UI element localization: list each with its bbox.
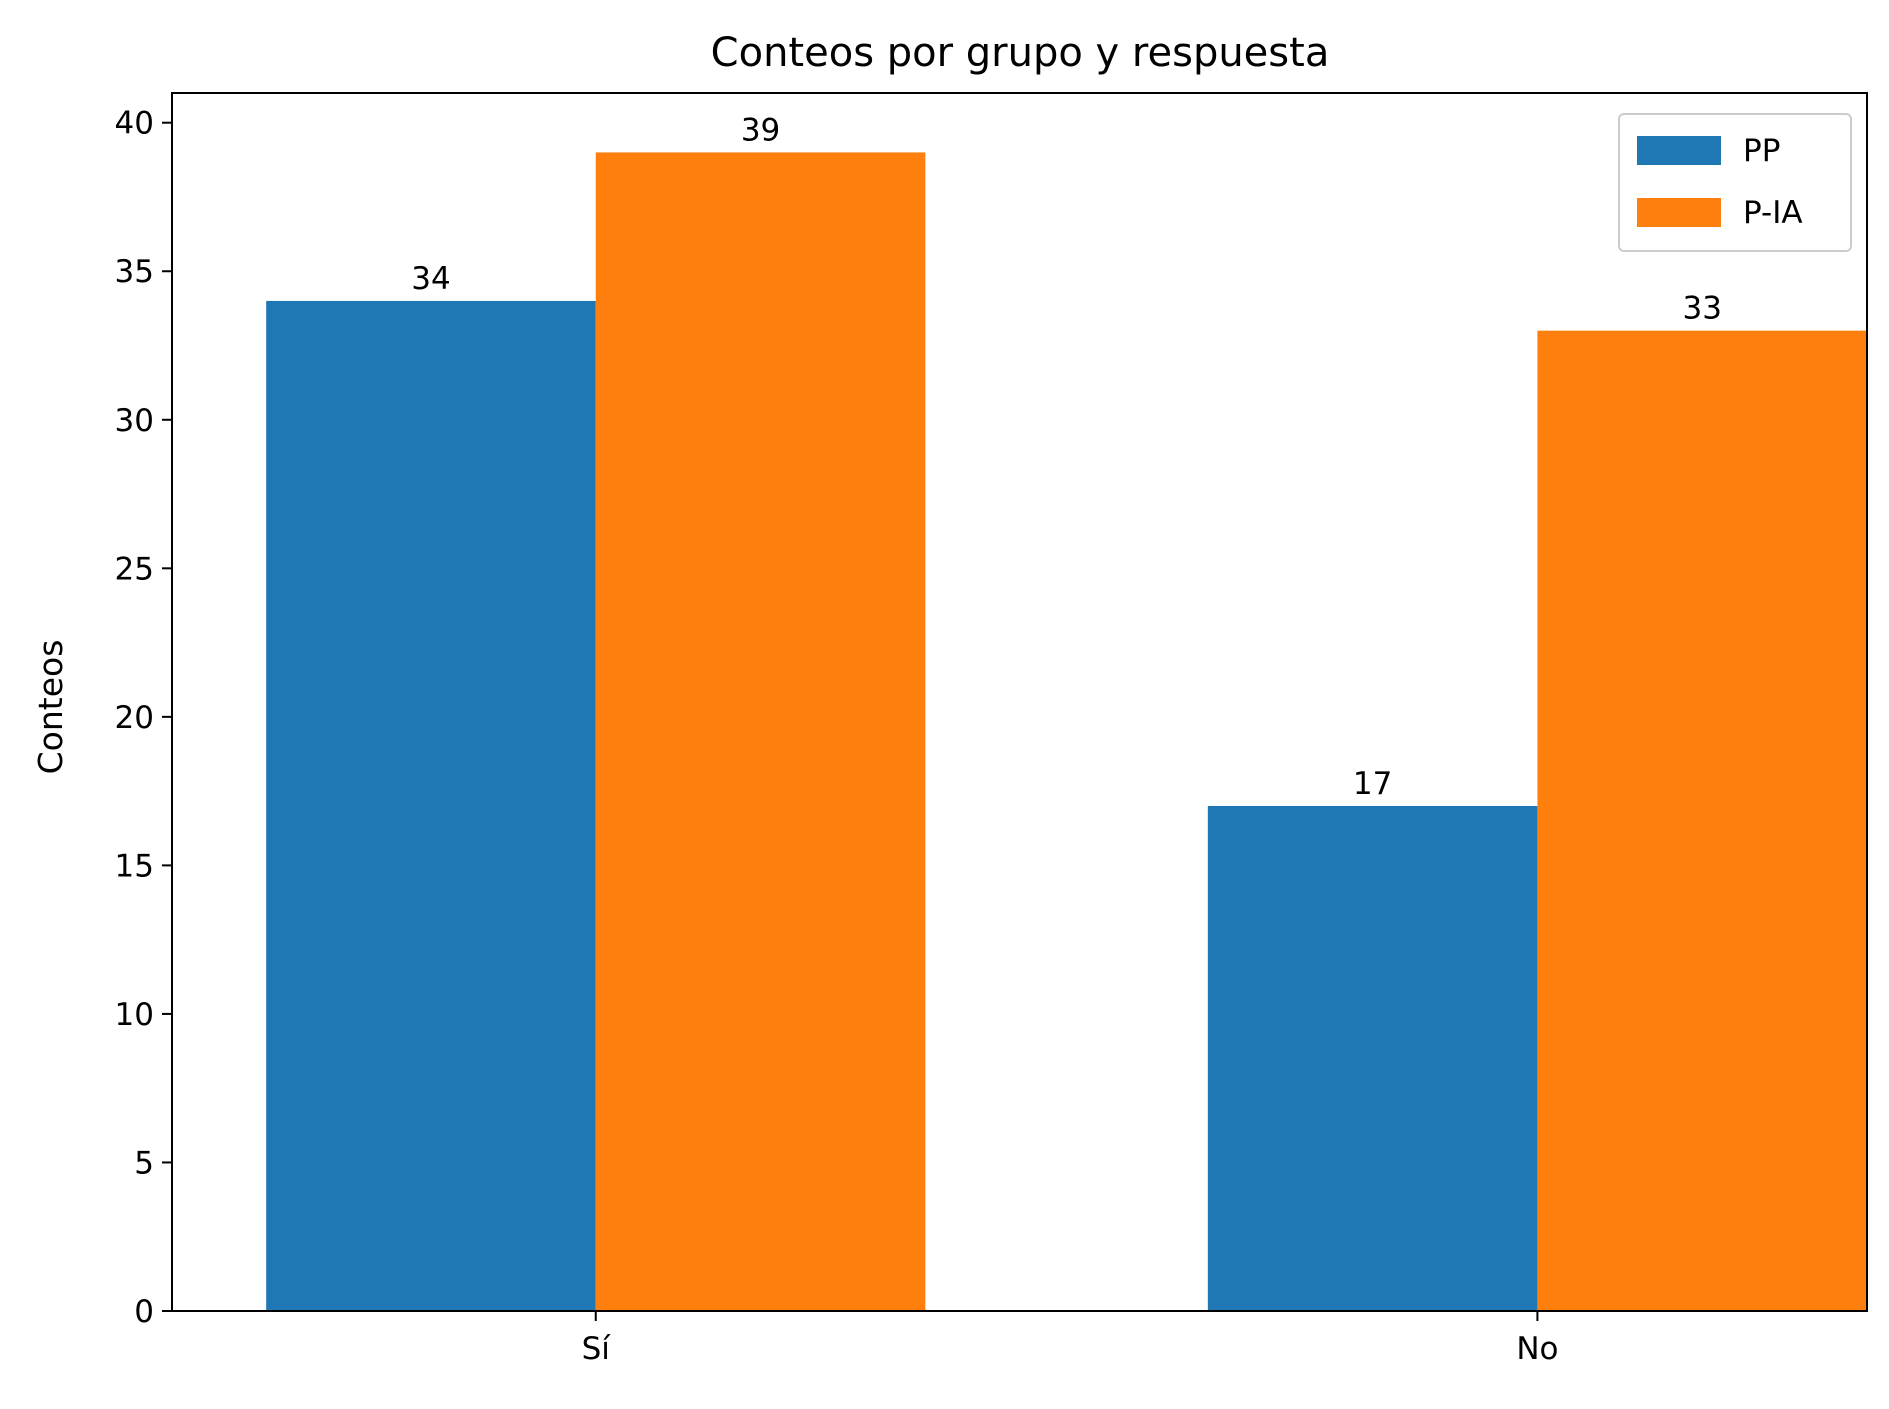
bar-value-label: 33 xyxy=(1682,291,1721,327)
y-tick-label: 15 xyxy=(115,848,154,884)
legend-label-p-ia: P-IA xyxy=(1743,195,1803,231)
x-tick-label: Sí xyxy=(582,1331,612,1367)
x-tick-label: No xyxy=(1516,1331,1558,1367)
y-tick-label: 10 xyxy=(115,997,154,1033)
legend-box xyxy=(1618,113,1852,252)
y-tick-label: 5 xyxy=(134,1145,154,1181)
axes-frame xyxy=(171,92,1868,1312)
y-tick-label: 0 xyxy=(134,1294,154,1330)
legend-swatch-p-ia xyxy=(1637,198,1721,227)
bar-value-label: 17 xyxy=(1353,766,1392,802)
legend-label-pp: PP xyxy=(1743,133,1780,169)
bar-pp-1 xyxy=(266,300,596,1311)
y-tick-label: 20 xyxy=(115,700,154,736)
bar-p-ia-1 xyxy=(595,152,926,1311)
y-tick-label: 35 xyxy=(115,254,154,290)
plot-area: 34 17 39 33 0 5 10 15 20 25 30 35 40 Sí No xyxy=(115,92,1868,1367)
bar-pp-2 xyxy=(1207,805,1538,1311)
y-axis-label: Conteos xyxy=(31,640,70,775)
bar-value-label: 39 xyxy=(741,112,780,148)
legend: PP P-IA xyxy=(1618,113,1852,252)
bar-value-label: 34 xyxy=(411,261,450,297)
y-tick-label: 40 xyxy=(115,106,154,142)
chart-title: Conteos por grupo y respuesta xyxy=(711,30,1330,76)
y-tick-label: 30 xyxy=(115,403,154,439)
legend-swatch-pp xyxy=(1637,136,1721,165)
bar-p-ia-2 xyxy=(1537,330,1867,1311)
y-tick-label: 25 xyxy=(115,551,154,587)
